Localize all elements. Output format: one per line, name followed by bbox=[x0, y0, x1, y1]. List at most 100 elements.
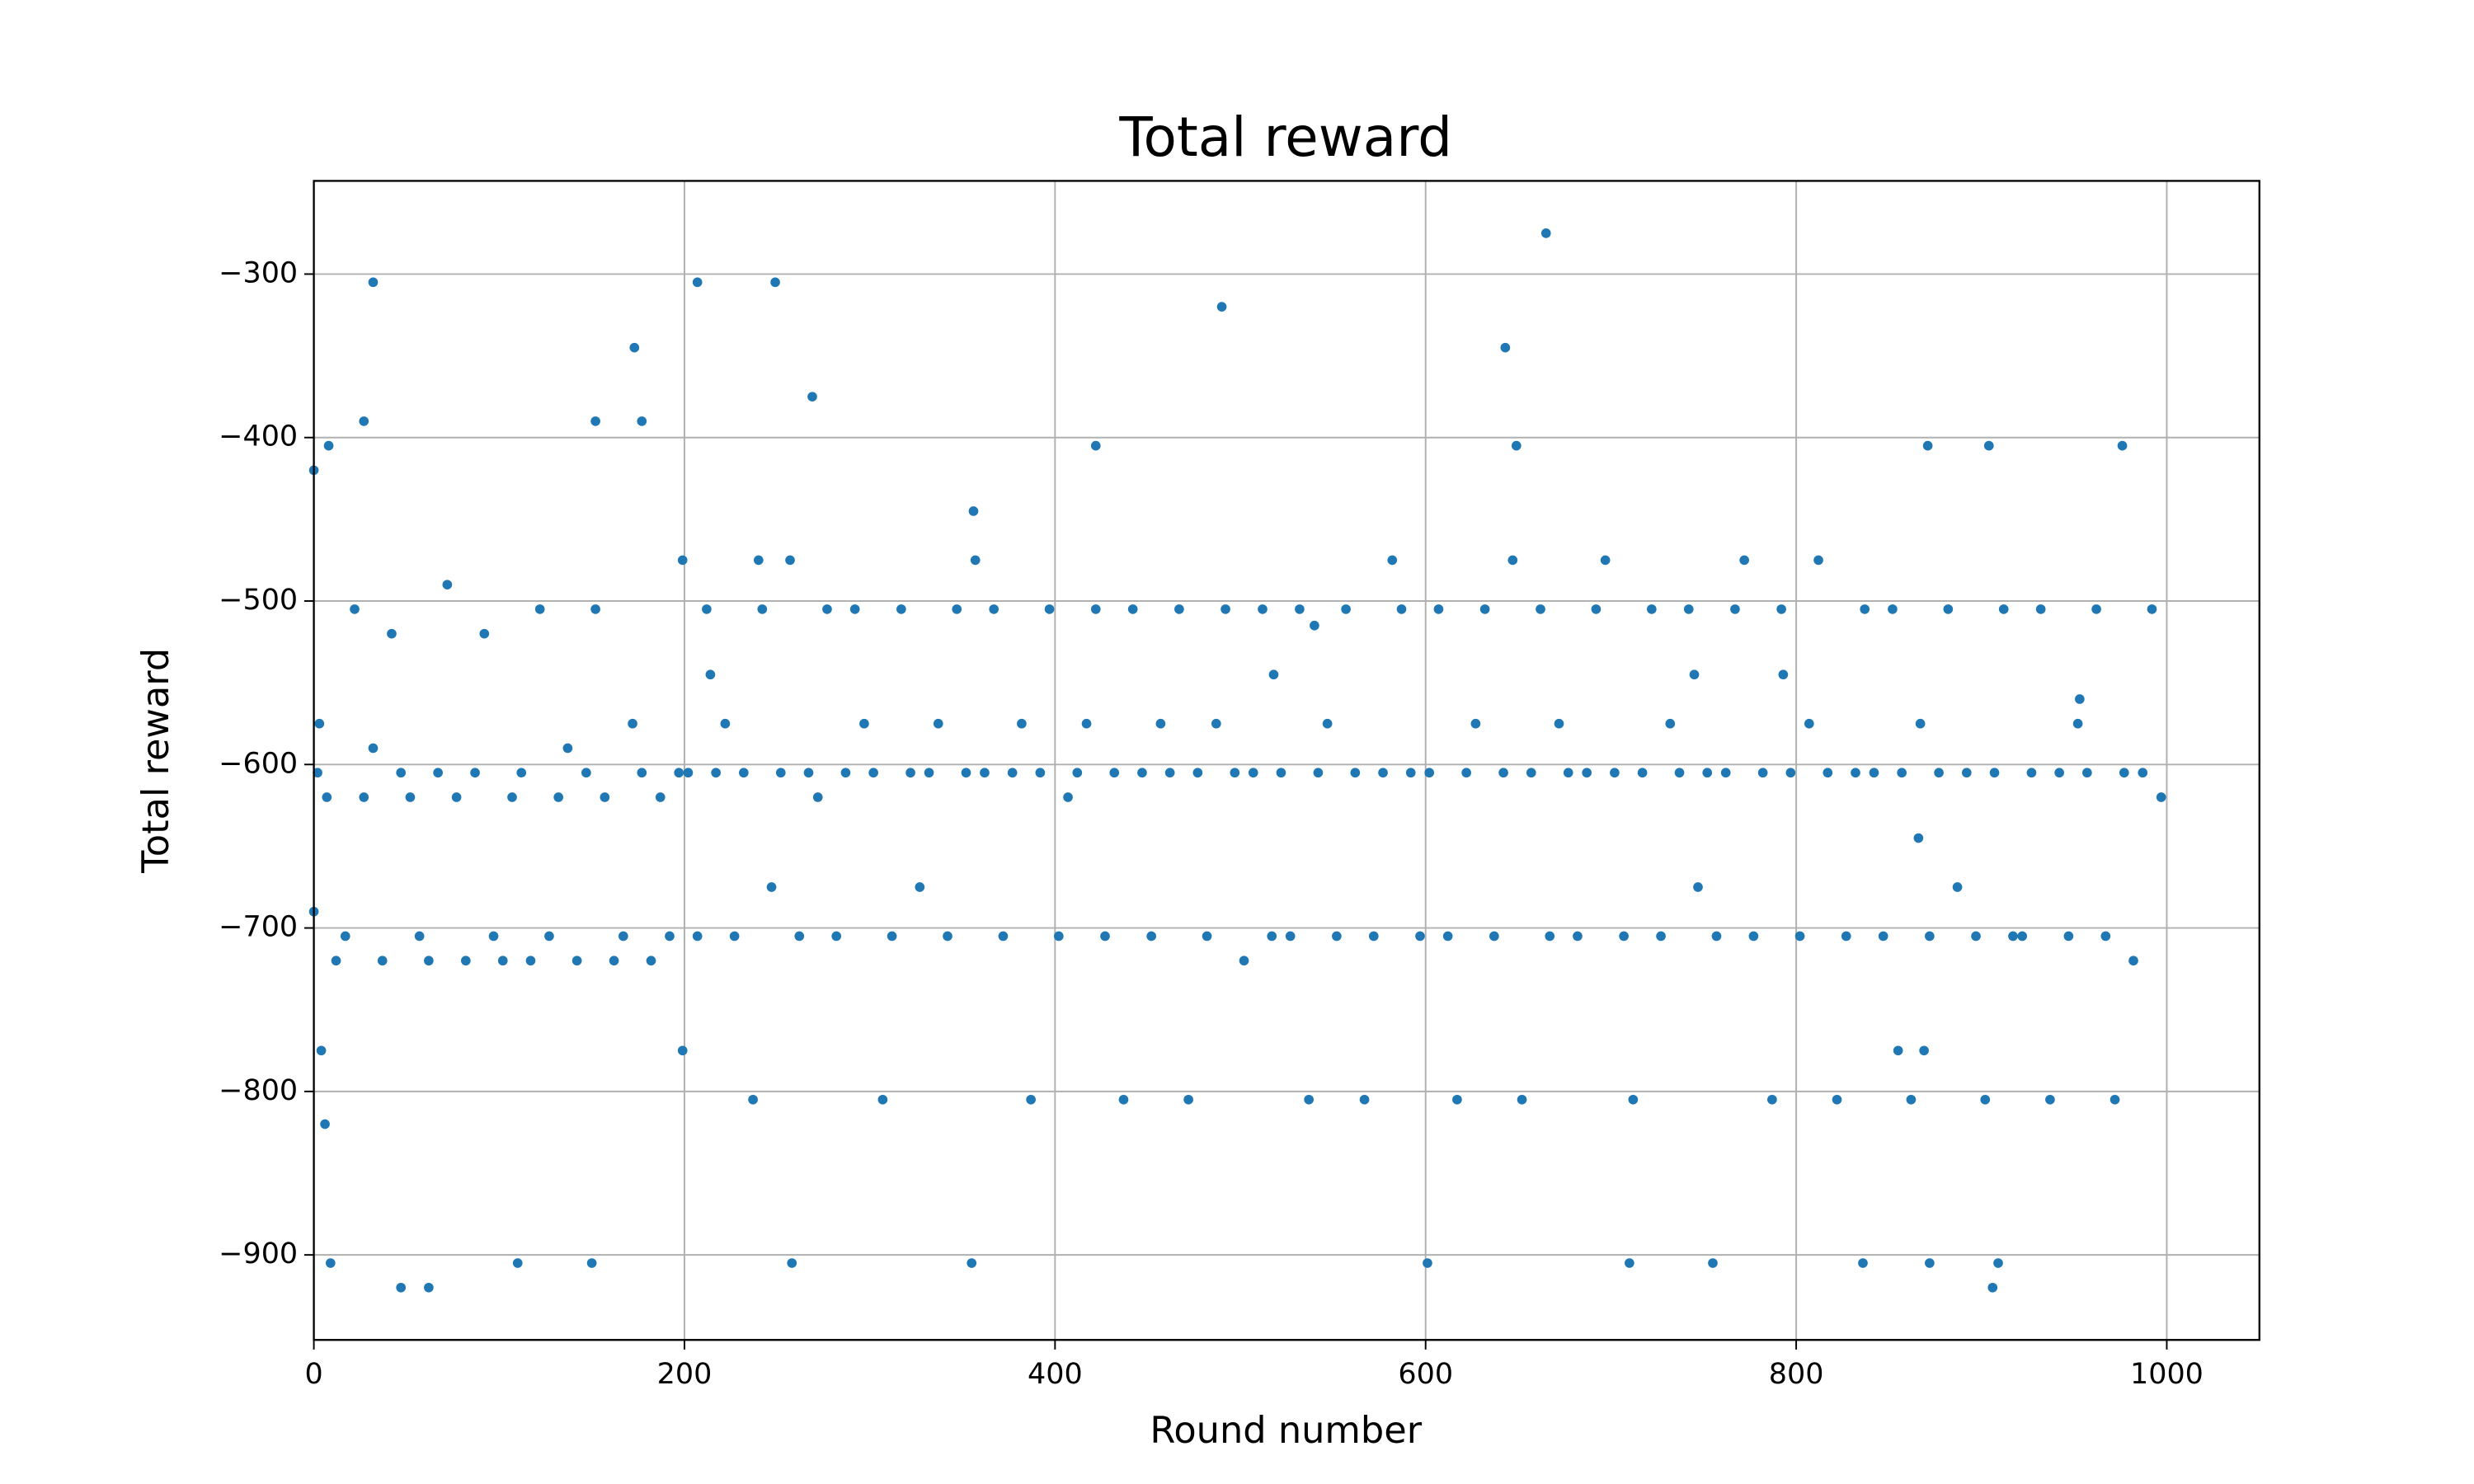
point bbox=[2100, 931, 2111, 942]
point bbox=[1498, 768, 1508, 778]
point bbox=[1248, 768, 1258, 778]
point bbox=[387, 628, 397, 639]
point bbox=[350, 604, 360, 614]
plot-area: 0 200 400 600 800 1000 −900 −800 −700 −600 −500 −40… bbox=[219, 180, 2260, 1391]
point bbox=[1545, 931, 1555, 942]
point bbox=[1239, 956, 1249, 966]
x-tick-label: 1000 bbox=[2130, 1358, 2204, 1391]
point bbox=[2075, 694, 2085, 704]
point bbox=[711, 768, 721, 778]
point bbox=[1573, 931, 1583, 942]
point bbox=[1943, 604, 1954, 614]
point bbox=[1470, 718, 1481, 729]
point bbox=[757, 604, 768, 614]
y-tick-label: −500 bbox=[219, 584, 298, 617]
point bbox=[1090, 440, 1101, 451]
point bbox=[2109, 1094, 2120, 1105]
point bbox=[590, 604, 600, 614]
point bbox=[1387, 555, 1398, 566]
point bbox=[970, 555, 981, 566]
point bbox=[316, 1045, 327, 1056]
point bbox=[1378, 768, 1388, 778]
point bbox=[766, 882, 777, 892]
point bbox=[581, 768, 591, 778]
point bbox=[1757, 768, 1768, 778]
point bbox=[1202, 931, 1212, 942]
point bbox=[590, 416, 600, 426]
point bbox=[1628, 1094, 1639, 1105]
point bbox=[2035, 604, 2046, 614]
point bbox=[794, 931, 805, 942]
point bbox=[1433, 604, 1444, 614]
point bbox=[1424, 768, 1435, 778]
point bbox=[1591, 604, 1602, 614]
point bbox=[1906, 1094, 1917, 1105]
point bbox=[1216, 302, 1227, 312]
point bbox=[1146, 931, 1156, 942]
y-tick-label: −700 bbox=[219, 911, 298, 944]
point bbox=[1878, 931, 1888, 942]
point bbox=[1693, 882, 1703, 892]
point bbox=[1748, 931, 1759, 942]
point bbox=[1993, 1258, 2003, 1268]
point bbox=[1405, 768, 1416, 778]
point bbox=[314, 718, 325, 729]
point bbox=[2072, 718, 2083, 729]
point bbox=[1536, 604, 1545, 614]
point bbox=[405, 792, 416, 802]
point bbox=[320, 1119, 330, 1129]
point bbox=[600, 792, 610, 802]
point bbox=[655, 792, 666, 802]
point bbox=[368, 277, 379, 288]
point bbox=[1211, 718, 1221, 729]
point bbox=[729, 931, 740, 942]
point bbox=[433, 768, 443, 778]
point bbox=[414, 931, 425, 942]
point bbox=[1442, 931, 1453, 942]
y-axis-label: Total reward bbox=[134, 648, 177, 874]
point bbox=[629, 342, 640, 353]
point bbox=[2117, 440, 2128, 451]
point bbox=[1313, 768, 1324, 778]
point bbox=[1925, 931, 1935, 942]
point bbox=[674, 768, 684, 778]
point bbox=[1689, 669, 1700, 680]
point bbox=[2045, 1094, 2055, 1105]
point bbox=[1625, 1258, 1634, 1268]
point bbox=[677, 555, 688, 566]
point bbox=[1415, 931, 1425, 942]
point bbox=[1785, 768, 1796, 778]
point bbox=[1183, 1094, 1193, 1105]
point bbox=[461, 956, 471, 966]
point bbox=[1192, 768, 1203, 778]
point bbox=[470, 768, 480, 778]
point bbox=[1268, 669, 1279, 680]
x-tick-label: 200 bbox=[657, 1358, 713, 1391]
point bbox=[1276, 768, 1286, 778]
point bbox=[1396, 604, 1407, 614]
point bbox=[1310, 620, 1319, 631]
point bbox=[488, 931, 499, 942]
point bbox=[1322, 718, 1333, 729]
point bbox=[396, 1282, 407, 1293]
point bbox=[1656, 931, 1666, 942]
point bbox=[1841, 931, 1851, 942]
point bbox=[1813, 555, 1823, 566]
point bbox=[1683, 604, 1694, 614]
point bbox=[677, 1045, 688, 1056]
point bbox=[831, 931, 842, 942]
point bbox=[1563, 768, 1573, 778]
x-tick-label: 800 bbox=[1769, 1358, 1824, 1391]
point bbox=[1794, 931, 1805, 942]
point bbox=[1072, 768, 1083, 778]
point bbox=[516, 768, 527, 778]
point bbox=[1017, 718, 1027, 729]
point bbox=[968, 506, 979, 516]
point bbox=[1778, 669, 1789, 680]
point bbox=[748, 1094, 758, 1105]
point bbox=[1913, 833, 1924, 843]
point bbox=[1341, 604, 1351, 614]
point bbox=[1285, 931, 1296, 942]
point bbox=[896, 604, 906, 614]
point bbox=[368, 743, 379, 754]
